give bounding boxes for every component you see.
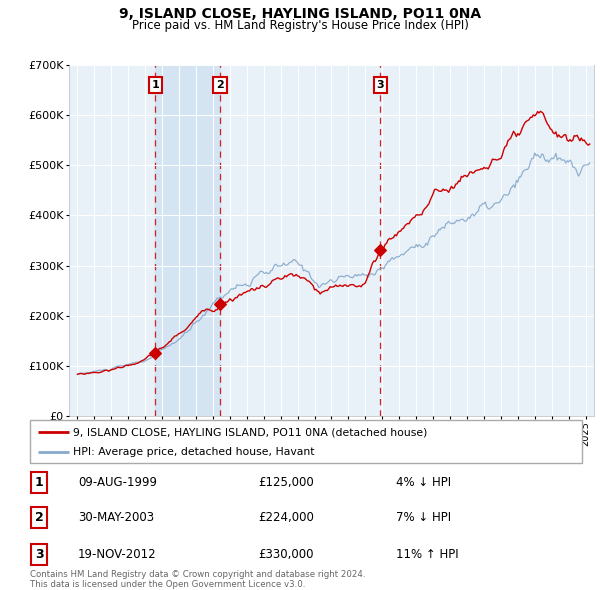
Text: 4% ↓ HPI: 4% ↓ HPI [396, 476, 451, 489]
Text: £125,000: £125,000 [258, 476, 314, 489]
Point [376, 246, 385, 255]
Bar [155, 65, 220, 416]
Text: 19-NOV-2012: 19-NOV-2012 [78, 548, 157, 561]
Text: Contains HM Land Registry data © Crown copyright and database right 2024.
This d: Contains HM Land Registry data © Crown c… [30, 570, 365, 589]
Point [215, 299, 225, 309]
Text: 30-MAY-2003: 30-MAY-2003 [78, 511, 154, 525]
Text: 09-AUG-1999: 09-AUG-1999 [78, 476, 157, 489]
Text: 9, ISLAND CLOSE, HAYLING ISLAND, PO11 0NA (detached house): 9, ISLAND CLOSE, HAYLING ISLAND, PO11 0N… [73, 427, 427, 437]
Text: £330,000: £330,000 [258, 548, 314, 561]
Text: 3: 3 [35, 548, 43, 561]
Text: HPI: Average price, detached house, Havant: HPI: Average price, detached house, Hava… [73, 447, 314, 457]
Text: 3: 3 [376, 80, 384, 90]
Text: Price paid vs. HM Land Registry's House Price Index (HPI): Price paid vs. HM Land Registry's House … [131, 19, 469, 32]
Text: 1: 1 [151, 80, 159, 90]
Text: 1: 1 [35, 476, 43, 489]
FancyBboxPatch shape [30, 420, 582, 463]
Text: 2: 2 [216, 80, 224, 90]
Text: 9, ISLAND CLOSE, HAYLING ISLAND, PO11 0NA: 9, ISLAND CLOSE, HAYLING ISLAND, PO11 0N… [119, 7, 481, 21]
Text: 2: 2 [35, 511, 43, 525]
Text: £224,000: £224,000 [258, 511, 314, 525]
Point [151, 349, 160, 358]
Text: 11% ↑ HPI: 11% ↑ HPI [396, 548, 458, 561]
Text: 7% ↓ HPI: 7% ↓ HPI [396, 511, 451, 525]
